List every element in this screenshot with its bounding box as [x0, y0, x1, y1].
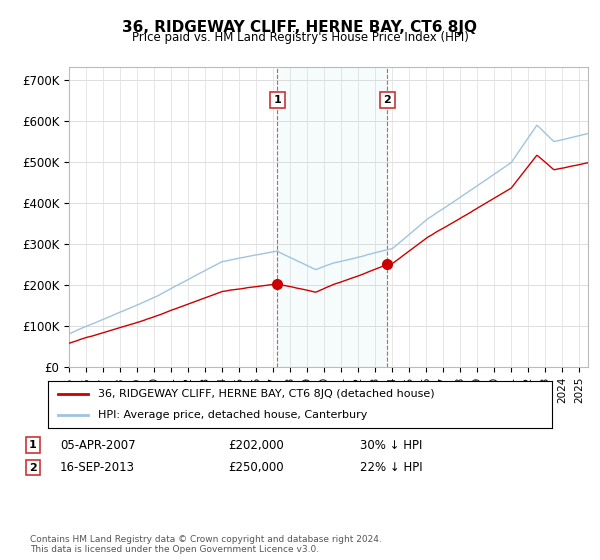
Bar	[277, 67, 388, 367]
Text: 2: 2	[383, 95, 391, 105]
Text: HPI: Average price, detached house, Canterbury: HPI: Average price, detached house, Cant…	[98, 410, 368, 420]
Text: 1: 1	[274, 95, 281, 105]
Text: 22% ↓ HPI: 22% ↓ HPI	[360, 461, 422, 474]
Text: Contains HM Land Registry data © Crown copyright and database right 2024.
This d: Contains HM Land Registry data © Crown c…	[30, 535, 382, 554]
Text: Price paid vs. HM Land Registry's House Price Index (HPI): Price paid vs. HM Land Registry's House …	[131, 31, 469, 44]
Text: 16-SEP-2013: 16-SEP-2013	[60, 461, 135, 474]
Text: 30% ↓ HPI: 30% ↓ HPI	[360, 438, 422, 452]
Text: £202,000: £202,000	[228, 438, 284, 452]
Text: £250,000: £250,000	[228, 461, 284, 474]
Text: 2: 2	[29, 463, 37, 473]
Text: 36, RIDGEWAY CLIFF, HERNE BAY, CT6 8JQ: 36, RIDGEWAY CLIFF, HERNE BAY, CT6 8JQ	[122, 20, 478, 35]
Text: 1: 1	[29, 440, 37, 450]
Text: 36, RIDGEWAY CLIFF, HERNE BAY, CT6 8JQ (detached house): 36, RIDGEWAY CLIFF, HERNE BAY, CT6 8JQ (…	[98, 389, 435, 399]
Text: 05-APR-2007: 05-APR-2007	[60, 438, 136, 452]
